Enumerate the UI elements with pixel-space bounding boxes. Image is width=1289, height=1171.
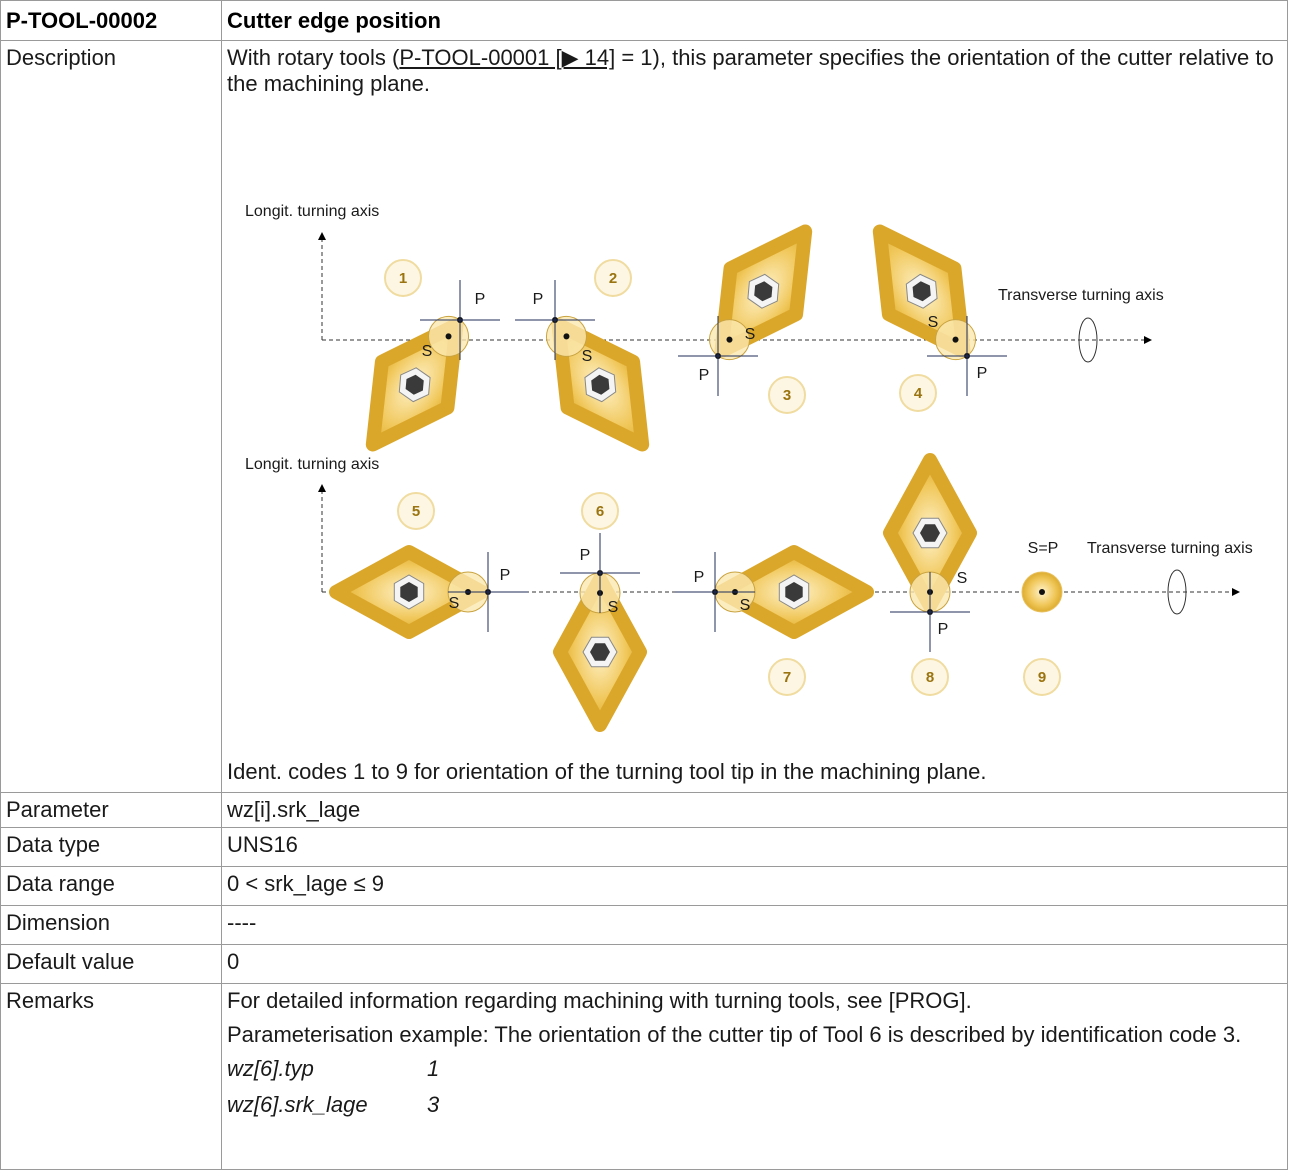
code-badge [768,376,806,414]
insert [708,224,813,361]
remarks-cell: For detailed information regarding machi… [221,983,1288,1170]
sp-label: S=P [1028,540,1059,557]
screw-hole [754,281,773,302]
code-value: 1 [427,1056,440,1081]
insert [329,545,491,639]
code-badge [1023,658,1061,696]
tip-point [563,333,570,340]
row-label: Parameter [0,792,222,828]
code-label: 9 [1038,669,1046,686]
p-label: P [977,365,988,382]
code-badge [899,374,937,412]
p-label: P [938,621,949,638]
screw-hole [590,643,610,661]
header-id: P-TOOL-00002 [0,0,222,41]
code-label: 6 [596,503,604,520]
row-label: Data type [0,827,222,867]
row-label: Default value [0,944,222,984]
code-label: 1 [399,270,407,287]
s-label: S [422,343,433,360]
tip-point [445,333,452,340]
description-cell: With rotary tools (P-TOOL-00001 [▶ 14] =… [221,40,1288,793]
text: = 1), this parameter specifies the orien… [227,45,1274,96]
insert [365,315,470,452]
screw-hole [405,374,424,395]
orientation-diagram: Longit. turning axis Transverse turning a… [245,203,1253,732]
code-label: 7 [783,669,791,686]
code-label: 3 [783,387,791,404]
screw-hole [400,582,418,602]
code-label: 4 [914,385,923,402]
rotation-symbol [1167,569,1187,615]
tip-point [726,336,733,343]
remark-paragraph: For detailed information regarding machi… [227,988,972,1013]
row-value: 0 < srk_lage ≤ 9 [221,866,1288,906]
code-badge [397,492,435,530]
code-label: 2 [609,270,617,287]
row-label: Description [0,40,222,793]
s-label: S [608,599,619,616]
text: With rotary tools ( [227,45,400,70]
screw-hole [785,582,803,602]
p-label: P [533,291,544,308]
tip-point [952,336,959,343]
code-badge [768,658,806,696]
code-label: 8 [926,669,934,686]
rotation-symbol [1078,317,1098,363]
p-label: P [694,569,705,586]
s-label: S [582,348,593,365]
axis-label: Transverse turning axis [998,287,1164,304]
p-label: P [580,547,591,564]
code-value: 3 [427,1092,440,1117]
row-label: Remarks [0,983,222,1170]
code-label: 5 [412,503,420,520]
insert [872,224,977,361]
code-name: wz[6].srk_lage [227,1092,368,1117]
row-label: Data range [0,866,222,906]
screw-hole [591,374,610,395]
screw-hole [912,281,931,302]
remark-paragraph: Parameterisation example: The orientatio… [227,1022,1242,1047]
code-name: wz[6].typ [227,1056,314,1081]
row-label: Dimension [0,905,222,945]
p-label: P [699,367,710,384]
p-label: P [475,291,486,308]
tip-point [1039,589,1045,595]
code-badge [911,658,949,696]
s-label: S [740,597,751,614]
code-badge [594,259,632,297]
s-label: S [928,314,939,331]
axis-label: Transverse turning axis [1087,540,1253,557]
caption: Ident. codes 1 to 9 for orientation of t… [227,759,987,784]
axis-label: Longit. turning axis [245,456,379,473]
s-label: S [745,326,756,343]
row-value: 0 [221,944,1288,984]
screw-hole [920,524,940,542]
insert [545,315,650,452]
row-value: ---- [221,905,1288,945]
code-badge [581,492,619,530]
code-line: wz[6].typ 1 [227,1056,1282,1082]
s-label: S [957,570,968,587]
p-label: P [500,567,511,584]
row-value: UNS16 [221,827,1288,867]
link[interactable]: P-TOOL-00001 [▶ 14] [399,45,616,70]
code-badge [384,259,422,297]
s-label: S [449,595,460,612]
axis-label: Longit. turning axis [245,203,379,220]
code-line: wz[6].srk_lage 3 [227,1092,1282,1118]
row-value: wz[i].srk_lage [221,792,1288,828]
header-title: Cutter edge position [221,0,1288,41]
